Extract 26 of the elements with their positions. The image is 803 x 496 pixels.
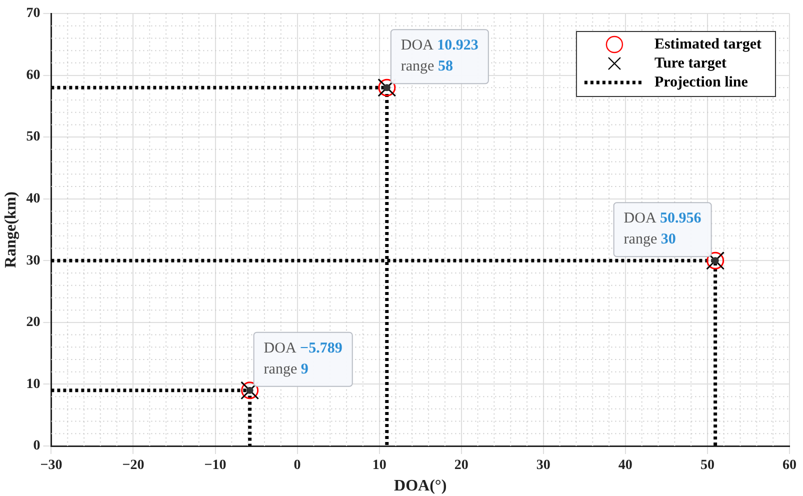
legend-label: Ture target bbox=[654, 55, 727, 72]
x-axis-title: DOA(°) bbox=[394, 478, 447, 495]
x-tick-label: 20 bbox=[454, 458, 468, 474]
legend-label: Projection line bbox=[654, 74, 748, 90]
y-tick-label: 10 bbox=[26, 376, 40, 392]
y-axis-title: Range(km) bbox=[2, 192, 20, 268]
y-tick-label: 40 bbox=[26, 191, 40, 206]
y-tick-label: 70 bbox=[26, 6, 40, 22]
x-tick-label: 40 bbox=[618, 458, 632, 474]
y-tick-label: 0 bbox=[33, 438, 40, 454]
legend-label: Estimated target bbox=[654, 36, 762, 52]
y-tick-label: 20 bbox=[26, 315, 40, 330]
x-tick-label: 50 bbox=[700, 458, 714, 474]
y-tick-label: 50 bbox=[26, 130, 40, 145]
y-tick-label: 30 bbox=[26, 253, 40, 268]
x-tick-label: −20 bbox=[122, 458, 144, 474]
x-tick-label: 30 bbox=[536, 458, 550, 474]
annotation: DOA −5.789 range 9 bbox=[264, 340, 342, 378]
annotation: DOA 10.923 range 58 bbox=[400, 38, 478, 75]
x-tick-label: −30 bbox=[40, 458, 62, 474]
x-tick-label: 60 bbox=[782, 458, 796, 474]
x-tick-label: −10 bbox=[204, 458, 226, 474]
x-tick-label: 0 bbox=[294, 458, 301, 474]
annotation: DOA 50.956 range 30 bbox=[624, 210, 702, 248]
x-tick-label: 10 bbox=[372, 458, 386, 474]
y-tick-label: 60 bbox=[26, 68, 40, 83]
